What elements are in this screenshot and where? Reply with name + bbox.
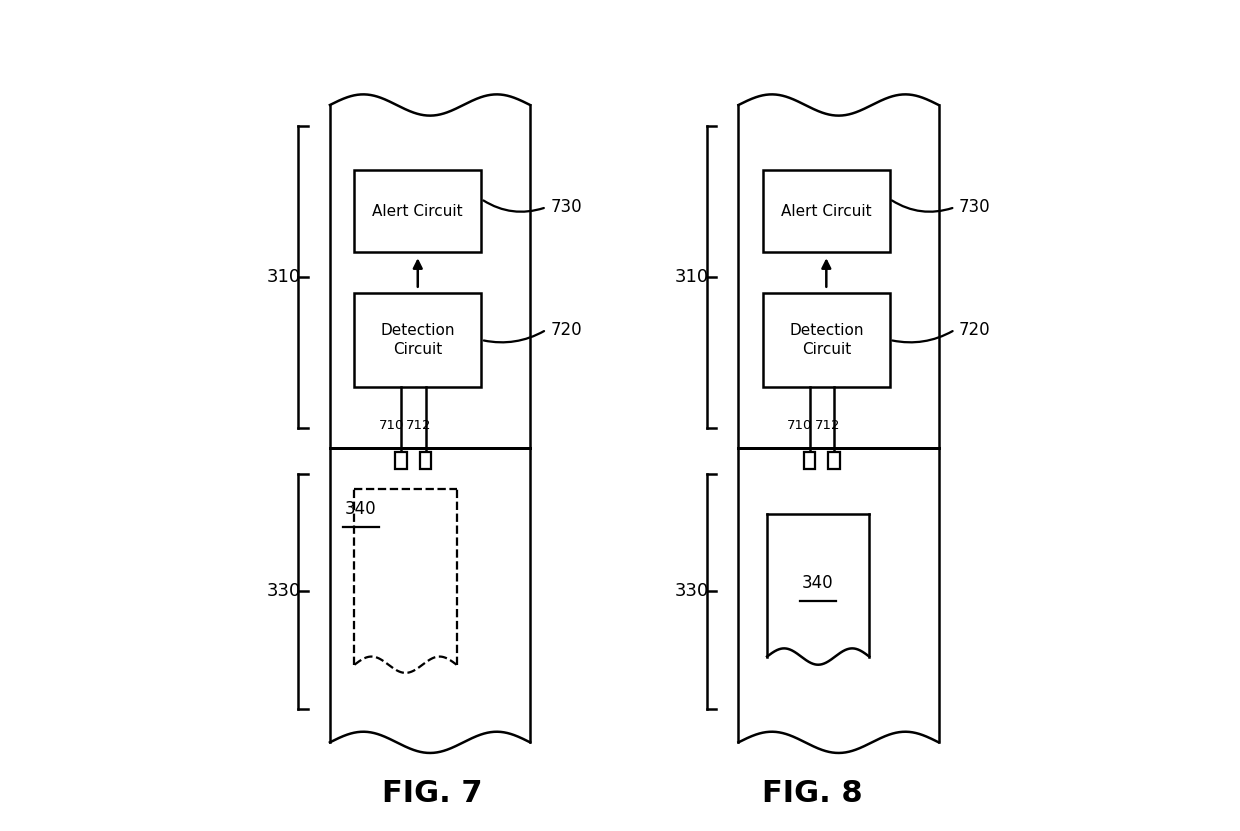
Text: Detection
Circuit: Detection Circuit (381, 322, 455, 357)
Text: FIG. 8: FIG. 8 (761, 779, 862, 808)
Text: 712: 712 (815, 419, 841, 432)
Text: 330: 330 (675, 583, 709, 600)
Text: 310: 310 (675, 268, 709, 286)
Text: FIG. 7: FIG. 7 (382, 779, 482, 808)
Text: 340: 340 (345, 500, 377, 519)
Text: 710: 710 (378, 419, 404, 432)
Text: 730: 730 (959, 198, 991, 216)
Text: Alert Circuit: Alert Circuit (372, 204, 463, 219)
Text: 330: 330 (267, 583, 300, 600)
Text: Detection
Circuit: Detection Circuit (789, 322, 863, 357)
Text: 720: 720 (551, 321, 582, 339)
Bar (355, 293, 481, 387)
Text: 310: 310 (267, 268, 300, 286)
Bar (396, 452, 407, 469)
Text: Alert Circuit: Alert Circuit (781, 204, 872, 219)
Bar (420, 452, 432, 469)
Bar (828, 452, 839, 469)
Bar (763, 293, 889, 387)
Bar (804, 452, 815, 469)
Text: 712: 712 (407, 419, 432, 432)
Text: 710: 710 (787, 419, 812, 432)
Text: 720: 720 (959, 321, 991, 339)
Text: 730: 730 (551, 198, 582, 216)
Bar (355, 170, 481, 252)
Bar (763, 170, 889, 252)
Text: 340: 340 (802, 574, 833, 592)
